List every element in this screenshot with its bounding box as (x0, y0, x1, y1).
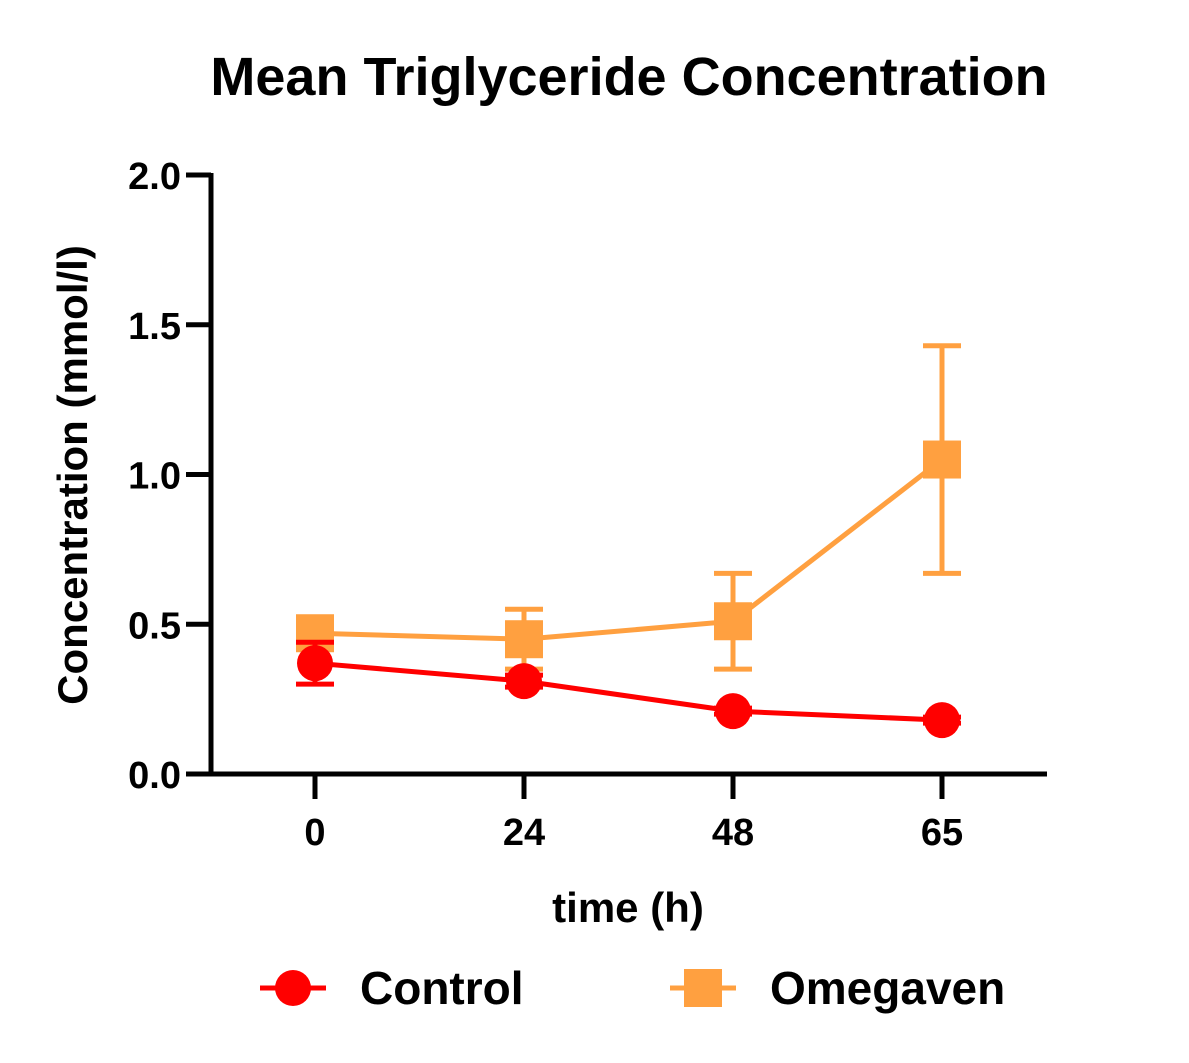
legend-marker (684, 969, 722, 1007)
data-point (924, 702, 960, 739)
legend-marker (275, 970, 311, 1006)
legend-label: Omegaven (770, 962, 1005, 1014)
y-tick-label: 1.5 (128, 306, 181, 348)
x-tick-label: 24 (503, 812, 545, 854)
data-point (505, 620, 543, 659)
series-omegaven (296, 343, 961, 672)
data-point (297, 645, 333, 682)
series-line (314, 660, 943, 723)
x-axis-label: time (h) (552, 884, 704, 931)
series-control (296, 639, 961, 739)
x-tick-label: 48 (712, 812, 754, 854)
axes: 0.0 0.5 1.0 1.5 2.0 0 24 48 65 (128, 156, 1047, 854)
data-point (506, 663, 542, 700)
chart-title: Mean Triglyceride Concentration (210, 47, 1047, 107)
data-point (923, 440, 961, 479)
y-axis-label: Concentration (mmol/l) (49, 245, 96, 705)
legend-item-control: Control (260, 962, 524, 1014)
y-tick-label: 0.0 (128, 755, 181, 797)
y-tick-label: 2.0 (128, 156, 181, 198)
x-tick-label: 65 (921, 812, 963, 854)
legend: Control Omegaven (260, 962, 1005, 1014)
y-tick-label: 1.0 (128, 456, 181, 498)
series-line (314, 457, 944, 642)
y-tick-label: 0.5 (128, 605, 181, 647)
x-tick-label: 0 (304, 812, 325, 854)
data-point (714, 602, 752, 641)
legend-item-omegaven: Omegaven (670, 962, 1005, 1014)
plot-series (296, 343, 961, 739)
legend-label: Control (360, 962, 524, 1014)
data-point (715, 693, 751, 730)
